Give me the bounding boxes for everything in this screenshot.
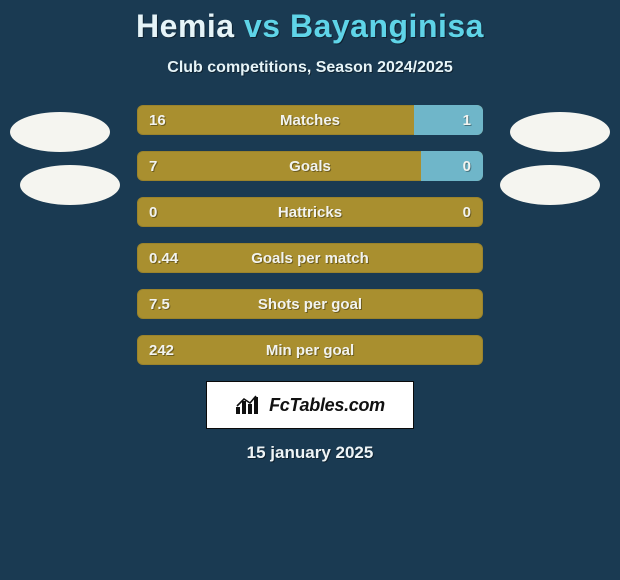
stat-label: Goals: [137, 151, 483, 181]
stat-value-right: 0: [463, 197, 471, 227]
stat-row: 242 Min per goal: [137, 335, 483, 365]
avatar-right-top: [510, 112, 610, 152]
stat-label: Min per goal: [137, 335, 483, 365]
infographic-container: Hemia vs Bayanginisa Club competitions, …: [0, 0, 620, 463]
date: 15 january 2025: [0, 443, 620, 463]
title-player1: Hemia: [136, 8, 235, 44]
title-player2: Bayanginisa: [290, 8, 484, 44]
source-badge: FcTables.com: [206, 381, 414, 429]
stat-rows: 16 Matches 1 7 Goals 0 0 Hattricks 0 0.4…: [137, 105, 483, 365]
avatar-left-bottom: [20, 165, 120, 205]
title-vs: vs: [244, 8, 281, 44]
stat-row: 7 Goals 0: [137, 151, 483, 181]
stats-area: 16 Matches 1 7 Goals 0 0 Hattricks 0 0.4…: [0, 105, 620, 365]
source-badge-text: FcTables.com: [269, 395, 385, 416]
stat-label: Matches: [137, 105, 483, 135]
subtitle: Club competitions, Season 2024/2025: [0, 59, 620, 77]
title: Hemia vs Bayanginisa: [0, 8, 620, 45]
avatar-right-bottom: [500, 165, 600, 205]
stat-row: 0.44 Goals per match: [137, 243, 483, 273]
stat-label: Goals per match: [137, 243, 483, 273]
stat-value-right: 0: [463, 151, 471, 181]
stat-row: 0 Hattricks 0: [137, 197, 483, 227]
stat-row: 16 Matches 1: [137, 105, 483, 135]
stat-value-right: 1: [463, 105, 471, 135]
avatar-left-top: [10, 112, 110, 152]
bars-icon: [235, 395, 261, 415]
stat-row: 7.5 Shots per goal: [137, 289, 483, 319]
stat-label: Shots per goal: [137, 289, 483, 319]
stat-label: Hattricks: [137, 197, 483, 227]
